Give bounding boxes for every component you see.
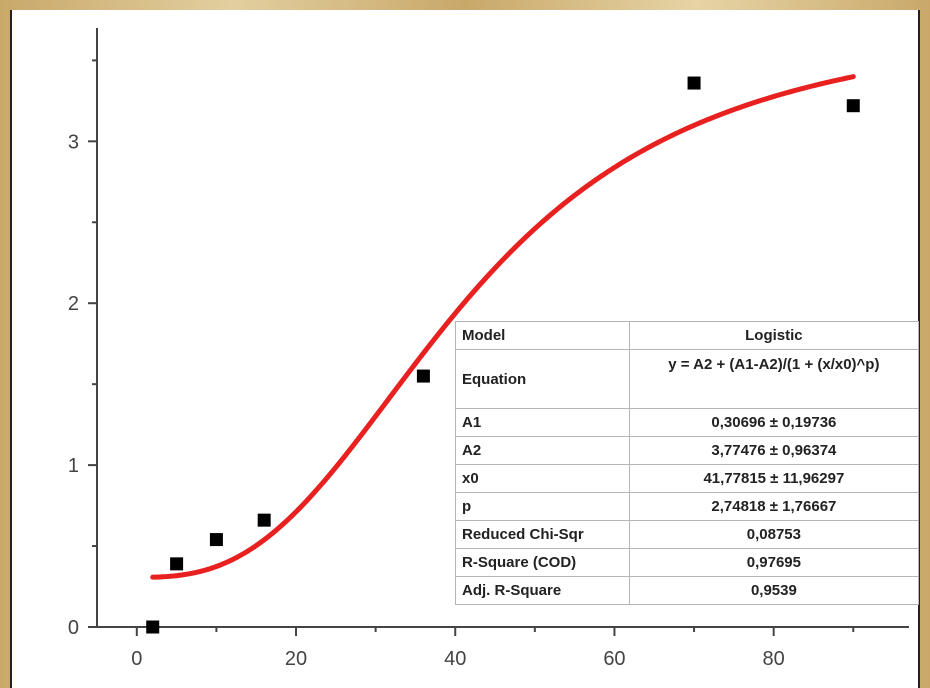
table-row: x0 41,77815 ± 11,96297	[455, 464, 920, 493]
row-value: 0,9539	[628, 576, 920, 605]
row-label: A2	[455, 436, 630, 465]
table-row: A1 0,30696 ± 0,19736	[455, 408, 920, 437]
row-value: 0,30696 ± 0,19736	[628, 408, 920, 437]
row-value: 0,08753	[628, 520, 920, 549]
table-row: Adj. R-Square 0,9539	[455, 576, 920, 605]
data-point	[257, 513, 271, 527]
fit-curve	[150, 74, 856, 580]
row-label: p	[455, 492, 630, 521]
data-point	[416, 369, 430, 383]
row-label: R-Square (COD)	[455, 548, 630, 577]
row-value: 3,77476 ± 0,96374	[628, 436, 920, 465]
row-label: Model	[455, 321, 630, 350]
axes: 0 20 40 60 80 0 1 2 3	[68, 28, 909, 670]
y-tick-label: 2	[68, 293, 79, 315]
fit-curve-layer	[150, 74, 856, 580]
table-row: Model Logistic	[455, 321, 920, 350]
y-tick-label: 0	[68, 617, 79, 639]
table-row: Reduced Chi-Sqr 0,08753	[455, 520, 920, 549]
x-tick-label: 60	[603, 648, 625, 670]
x-tick-label: 20	[285, 648, 307, 670]
x-tick-label: 40	[444, 648, 466, 670]
row-value: y = A2 + (A1-A2)/(1 + (x/x0)^p)	[628, 349, 920, 409]
row-label: x0	[455, 464, 630, 493]
row-label: Equation	[455, 349, 630, 409]
data-point	[146, 620, 160, 634]
data-point	[846, 99, 860, 113]
data-point	[170, 557, 184, 571]
table-row: p 2,74818 ± 1,76667	[455, 492, 920, 521]
row-value: 41,77815 ± 11,96297	[628, 464, 920, 493]
row-label: Adj. R-Square	[455, 576, 630, 605]
x-tick-label: 0	[131, 648, 142, 670]
y-tick-label: 3	[68, 131, 79, 153]
table-row: R-Square (COD) 0,97695	[455, 548, 920, 577]
row-value: 2,74818 ± 1,76667	[628, 492, 920, 521]
x-tick-label: 80	[763, 648, 785, 670]
table-row: A2 3,77476 ± 0,96374	[455, 436, 920, 465]
y-tick-label: 1	[68, 455, 79, 477]
data-point	[687, 76, 701, 90]
data-points-layer	[146, 76, 860, 634]
table-row: Equation y = A2 + (A1-A2)/(1 + (x/x0)^p)	[455, 349, 920, 409]
row-value: Logistic	[628, 321, 920, 350]
fit-results-table: Model Logistic Equation y = A2 + (A1-A2)…	[455, 321, 920, 605]
data-point	[209, 533, 223, 547]
row-label: Reduced Chi-Sqr	[455, 520, 630, 549]
row-value: 0,97695	[628, 548, 920, 577]
row-label: A1	[455, 408, 630, 437]
